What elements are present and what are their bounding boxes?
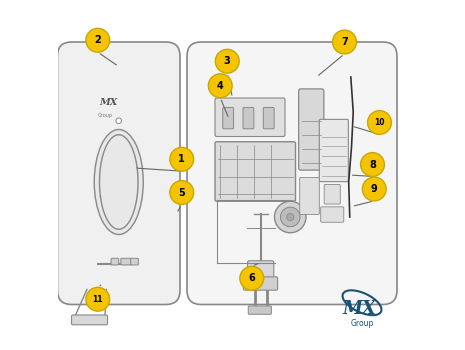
Circle shape [86,287,110,311]
FancyBboxPatch shape [321,207,344,222]
Text: 1: 1 [179,154,185,164]
FancyBboxPatch shape [247,261,274,287]
Text: 8: 8 [369,160,376,169]
FancyBboxPatch shape [131,258,139,265]
Text: 9: 9 [371,184,378,194]
Circle shape [362,177,386,201]
Text: 2: 2 [94,35,101,45]
Text: 3: 3 [224,56,231,66]
Text: Group: Group [350,319,374,328]
Circle shape [86,28,110,52]
Circle shape [208,74,232,98]
Circle shape [368,111,392,134]
FancyBboxPatch shape [72,315,107,325]
Text: 7: 7 [341,37,348,47]
FancyBboxPatch shape [121,258,131,265]
FancyBboxPatch shape [215,98,285,136]
FancyBboxPatch shape [319,119,348,182]
Text: Group: Group [98,113,113,118]
Text: 5: 5 [179,188,185,197]
Circle shape [116,118,121,124]
Circle shape [274,201,306,233]
Circle shape [332,30,356,54]
Circle shape [287,214,294,220]
Circle shape [170,181,193,204]
Circle shape [215,49,239,73]
FancyBboxPatch shape [223,107,233,129]
FancyBboxPatch shape [243,107,254,129]
Circle shape [240,266,264,290]
FancyBboxPatch shape [243,277,278,290]
FancyBboxPatch shape [187,42,397,304]
Circle shape [360,153,385,176]
Text: 6: 6 [248,273,255,283]
FancyBboxPatch shape [324,184,340,204]
Text: 10: 10 [374,118,385,127]
FancyBboxPatch shape [58,42,180,304]
Ellipse shape [94,130,143,234]
Text: 4: 4 [217,81,224,91]
Circle shape [280,207,300,227]
Text: MX: MX [342,300,376,318]
FancyBboxPatch shape [300,177,319,215]
FancyBboxPatch shape [111,258,119,265]
Text: 11: 11 [93,295,103,304]
FancyBboxPatch shape [215,142,295,201]
FancyBboxPatch shape [263,107,274,129]
Text: MX: MX [100,98,118,107]
FancyBboxPatch shape [299,89,324,170]
Circle shape [170,147,193,171]
FancyBboxPatch shape [248,306,272,314]
